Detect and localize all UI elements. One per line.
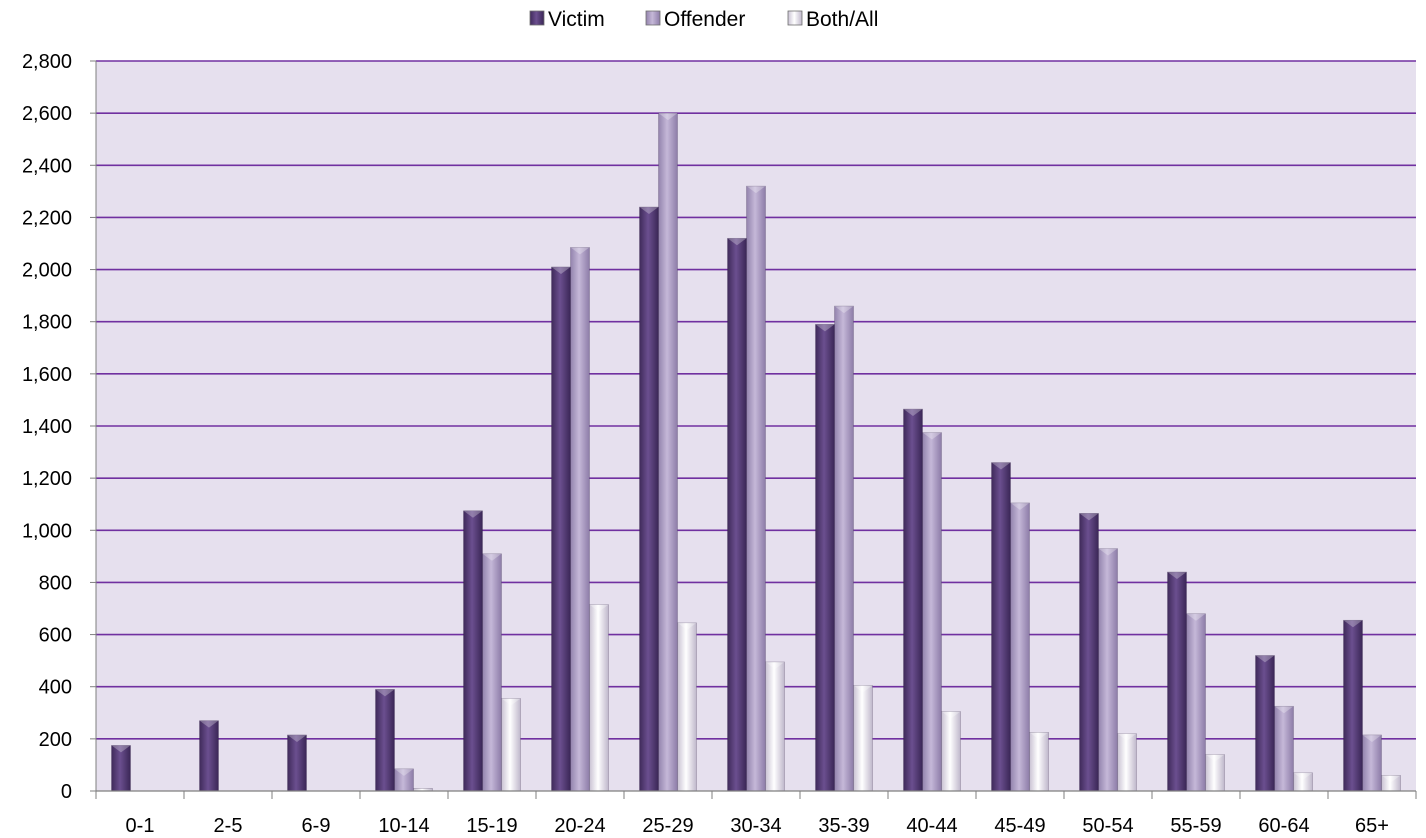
bar-offender <box>482 553 502 792</box>
x-tick-label: 20-24 <box>554 815 605 837</box>
bar-both-all <box>1205 754 1225 792</box>
bar-victim <box>815 324 835 792</box>
bar-offender <box>1098 548 1118 792</box>
y-tick-label: 2,600 <box>22 103 72 125</box>
bar-offender <box>658 112 678 792</box>
legend-label: Victim <box>548 8 605 31</box>
x-tick-label: 6-9 <box>302 815 331 837</box>
x-tick-label: 0-1 <box>126 815 155 837</box>
legend-item-offender: Offender <box>645 8 745 31</box>
bar-victim <box>903 408 923 792</box>
y-tick-label: 200 <box>39 729 72 751</box>
x-tick-label: 45-49 <box>994 815 1045 837</box>
bar-offender <box>834 305 854 792</box>
bar-both-all <box>677 622 697 792</box>
x-tick-label: 60-64 <box>1258 815 1309 837</box>
bar-offender <box>570 247 590 792</box>
bar-both-all <box>1029 732 1049 792</box>
y-tick-label: 2,400 <box>22 155 72 177</box>
x-tick-label: 10-14 <box>378 815 429 837</box>
y-tick-label: 400 <box>39 677 72 699</box>
bar-victim <box>111 745 131 792</box>
y-tick-label: 1,600 <box>22 364 72 386</box>
bar-victim <box>1343 619 1363 792</box>
bar-both-all <box>941 711 961 792</box>
y-tick-label: 800 <box>39 572 72 594</box>
y-tick-label: 600 <box>39 625 72 647</box>
y-tick-label: 1,000 <box>22 520 72 542</box>
bar-victim <box>287 734 307 792</box>
bar-offender <box>1274 705 1294 792</box>
y-tick-label: 2,200 <box>22 207 72 229</box>
bar-victim <box>639 206 659 792</box>
legend-item-both-all: Both/All <box>787 8 878 31</box>
x-tick-label: 30-34 <box>730 815 781 837</box>
x-tick-label: 35-39 <box>818 815 869 837</box>
bar-both-all <box>589 604 609 792</box>
bar-victim <box>1255 655 1275 792</box>
bar-victim <box>1167 571 1187 792</box>
x-tick-label: 25-29 <box>642 815 693 837</box>
x-tick-label: 15-19 <box>466 815 517 837</box>
bar-both-all <box>1117 733 1137 792</box>
y-tick-label: 1,800 <box>22 312 72 334</box>
bar-both-all <box>1381 775 1401 792</box>
bars <box>111 112 1401 792</box>
legend-label: Offender <box>664 8 745 31</box>
bar-offender <box>922 432 942 792</box>
bar-victim <box>199 720 219 792</box>
legend-label: Both/All <box>806 8 878 31</box>
x-tick-label: 55-59 <box>1170 815 1221 837</box>
bar-offender <box>1362 734 1382 792</box>
legend-swatch <box>529 10 545 26</box>
bar-victim <box>1079 513 1099 792</box>
bar-victim <box>727 237 747 792</box>
x-tick-label: 50-54 <box>1082 815 1133 837</box>
bar-both-all <box>501 698 521 792</box>
x-tick-label: 40-44 <box>906 815 957 837</box>
bar-victim <box>991 462 1011 792</box>
legend-swatch <box>787 10 803 26</box>
y-tick-label: 2,000 <box>22 260 72 282</box>
y-tick-label: 1,200 <box>22 468 72 490</box>
legend-swatch <box>645 10 661 26</box>
bar-offender <box>1186 613 1206 792</box>
bar-both-all <box>853 685 873 792</box>
y-tick-label: 2,800 <box>22 51 72 73</box>
legend: Victim Offender Both/All <box>529 8 878 31</box>
bar-both-all <box>765 661 785 792</box>
y-tick-label: 0 <box>61 781 72 803</box>
bar-offender <box>394 768 414 792</box>
legend-item-victim: Victim <box>529 8 605 31</box>
bar-offender <box>1010 502 1030 792</box>
bar-offender <box>746 185 766 792</box>
x-tick-label: 65+ <box>1355 815 1389 837</box>
axes: 0 200 400 600 800 1,000 1,200 1,400 1,600 1,800 2,… <box>22 51 1417 837</box>
bar-both-all <box>1293 772 1313 792</box>
bar-victim <box>551 266 571 792</box>
x-tick-label: 2-5 <box>214 815 243 837</box>
bar-victim <box>375 689 395 792</box>
bar-victim <box>463 510 483 792</box>
y-tick-label: 1,400 <box>22 416 72 438</box>
